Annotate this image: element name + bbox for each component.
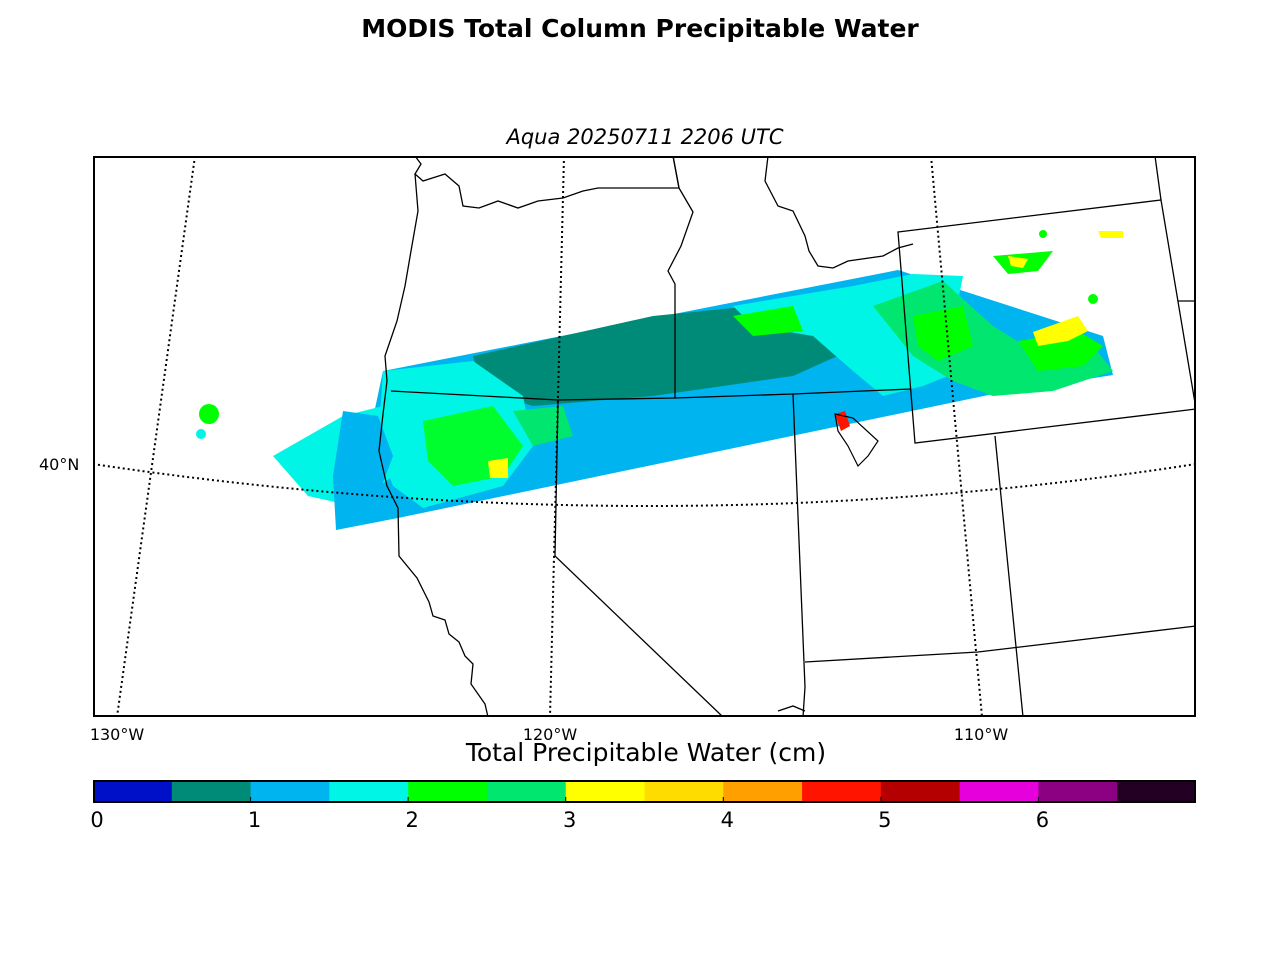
lat-label-40n: 40°N xyxy=(39,455,80,474)
boundaries xyxy=(378,156,1196,717)
colorbar-bin xyxy=(1117,780,1197,803)
colorbar-tick-label: 0 xyxy=(90,808,104,832)
colorbar-tick-label: 4 xyxy=(720,808,734,832)
colorbar-tick-label: 6 xyxy=(1035,808,1050,832)
colorbar xyxy=(92,780,1197,803)
lon-label-120w: 120°W xyxy=(522,725,578,744)
colorbar-tick-label: 2 xyxy=(405,808,419,832)
chart-title: MODIS Total Column Precipitable Water xyxy=(361,14,919,43)
colorbar-bin xyxy=(1038,780,1118,803)
colorbar-bin xyxy=(802,780,882,803)
lon-label-110w: 110°W xyxy=(953,725,1009,744)
colorbar-bin xyxy=(408,780,488,803)
colorbar-tick-label: 1 xyxy=(247,808,262,832)
colorbar-bin xyxy=(93,780,173,803)
precipitable-water-field xyxy=(196,230,1123,530)
colorbar-bin xyxy=(486,780,567,803)
colorbar-bin xyxy=(644,780,724,803)
great-salt-lake xyxy=(834,413,879,468)
map-panel xyxy=(93,156,1196,717)
map-border xyxy=(93,156,1196,717)
colorbar-title: Total Precipitable Water (cm) xyxy=(465,738,827,767)
colorbar-bin xyxy=(565,780,645,803)
colorbar-bin xyxy=(250,780,330,803)
colorbar-bin xyxy=(171,780,252,803)
colorbar-bins xyxy=(92,780,1197,803)
colorbar-bin xyxy=(329,780,409,803)
colorbar-frame xyxy=(93,780,1196,803)
colorbar-tick-label: 5 xyxy=(878,808,892,832)
lon-label-130w: 130°W xyxy=(89,725,145,744)
chart-subtitle: Aqua 20250711 2206 UTC xyxy=(506,125,784,149)
map-canvas xyxy=(93,156,1196,717)
colorbar-bin xyxy=(880,780,961,803)
colorbar-bin xyxy=(723,780,803,803)
colorbar-bin xyxy=(959,780,1039,803)
colorbar-tick-label: 3 xyxy=(563,808,577,832)
